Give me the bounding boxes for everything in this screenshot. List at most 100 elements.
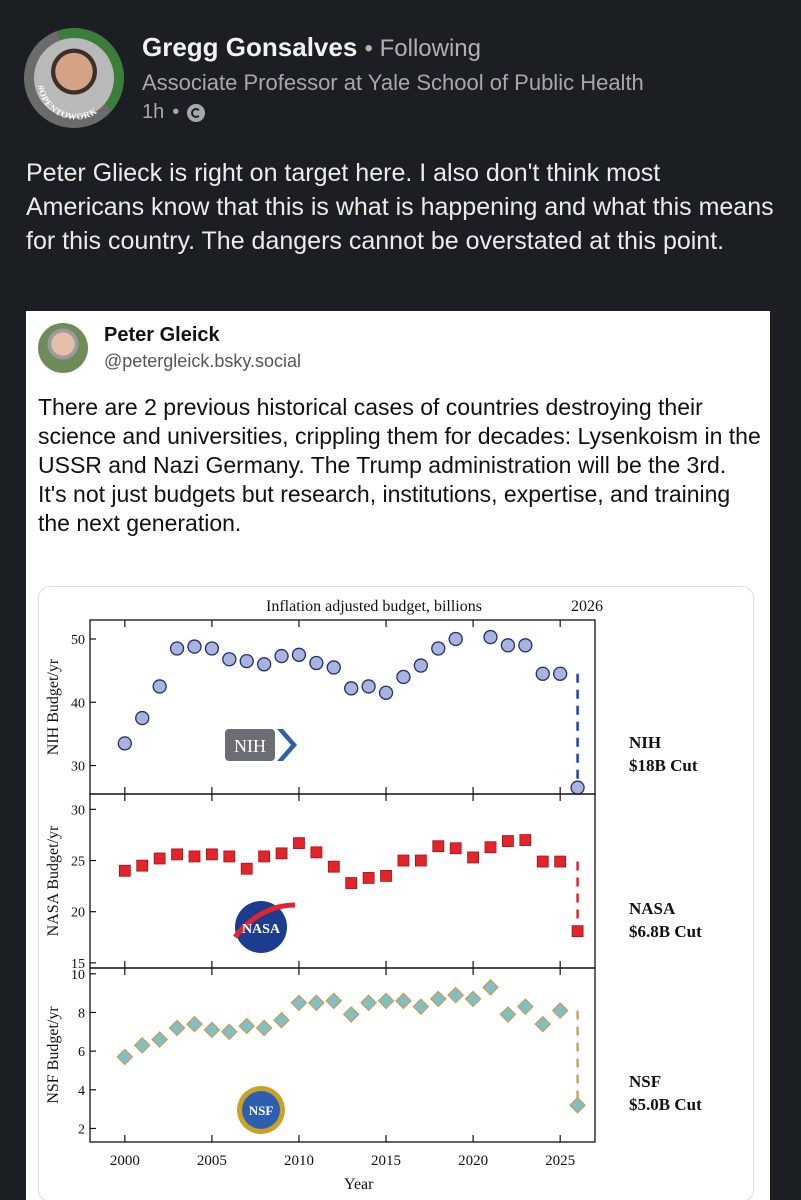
nsf-point — [168, 1019, 186, 1037]
nasa-point — [484, 841, 497, 854]
nsf-ytick-label: 8 — [78, 1006, 85, 1021]
author-name[interactable]: Gregg Gonsalves — [142, 32, 358, 62]
embed-body-paragraph-1: There are 2 previous historical cases of… — [38, 394, 761, 478]
nsf-logo-disc — [242, 1091, 280, 1129]
nih-point — [431, 641, 446, 656]
budget-chart-figure: Inflation adjusted budget, billions 2026… — [38, 586, 754, 1200]
post-meta: 1h • — [142, 101, 206, 124]
nasa-proposed-point — [571, 925, 584, 938]
follow-status[interactable]: Following — [379, 35, 482, 62]
nih-point — [117, 736, 132, 751]
nih-point — [135, 710, 150, 726]
nasa-point — [118, 864, 131, 877]
nih-logo-chevron — [277, 729, 297, 761]
nsf-point — [203, 1021, 221, 1039]
nsf-point — [273, 1011, 290, 1029]
budget-chart: Inflation adjusted budget, billions 2026… — [45, 598, 702, 1193]
nsf-panel: 2 4 6 8 10 NSF Budget/yr NSF $5.0B Cut — [45, 967, 702, 1143]
nsf-point — [516, 998, 534, 1016]
embed-author-avatar — [38, 323, 88, 373]
nih-point — [500, 638, 516, 653]
nsf-point — [551, 1002, 569, 1019]
nasa-ytick-label: 30 — [71, 803, 85, 818]
nih-cut-label-name: NIH — [629, 733, 661, 752]
nasa-point — [310, 846, 323, 859]
svg-text:#OPENTOWORK: #OPENTOWORK — [36, 84, 99, 121]
nih-point — [169, 641, 185, 656]
nih-ytick-label: 30 — [71, 760, 85, 775]
nih-cut-label-amount: $18B Cut — [629, 756, 698, 775]
nasa-ytick-label: 25 — [71, 855, 85, 870]
nasa-point — [293, 837, 305, 850]
nsf-point — [534, 1015, 552, 1033]
nsf-point — [133, 1036, 151, 1054]
chart-year-label: 2026 — [571, 598, 603, 615]
nih-point — [448, 631, 463, 647]
nih-point — [553, 666, 568, 681]
nasa-point — [258, 850, 271, 863]
nsf-point — [342, 1005, 360, 1023]
nasa-point — [467, 851, 480, 864]
author-avatar[interactable] — [24, 28, 124, 128]
nsf-cut-label-amount: $5.0B Cut — [629, 1095, 702, 1114]
nsf-cut-label-name: NSF — [629, 1072, 661, 1091]
nasa-point — [536, 855, 549, 868]
nsf-point — [429, 990, 447, 1008]
nasa-ytick-label: 15 — [71, 957, 85, 972]
nsf-point — [395, 992, 412, 1010]
nsf-point — [220, 1023, 238, 1041]
nasa-point — [380, 869, 392, 882]
nih-point — [187, 639, 202, 654]
nih-point — [344, 681, 359, 696]
nsf-point — [377, 992, 395, 1010]
nsf-point — [290, 994, 308, 1012]
nsf-point — [186, 1015, 203, 1033]
nasa-cut-label-amount: $6.8B Cut — [629, 922, 702, 941]
nsf-point — [482, 978, 499, 996]
nsf-point — [447, 986, 465, 1004]
nasa-logo-disc — [235, 901, 287, 953]
globe-icon — [187, 103, 206, 122]
nih-ylabel: NIH Budget/yr — [45, 658, 62, 755]
post-body: Peter Glieck is right on target here. I … — [26, 159, 774, 255]
avatar-photo — [34, 38, 114, 118]
nih-proposed-point — [570, 780, 585, 795]
nih-ytick-label: 50 — [71, 633, 85, 648]
chart-title: Inflation adjusted budget, billions — [266, 598, 482, 615]
xtick-label: 2025 — [545, 1153, 575, 1169]
nsf-ytick-label: 2 — [78, 1122, 85, 1137]
nsf-point — [151, 1031, 169, 1048]
meta-separator: • — [172, 101, 180, 123]
nasa-logo-swoosh — [233, 902, 296, 939]
open-to-work-badge: #OPENTOWORK — [36, 84, 99, 121]
nsf-proposed-point — [569, 1096, 587, 1114]
nasa-point — [275, 847, 288, 860]
nsf-point — [307, 994, 325, 1012]
xtick-label: 2015 — [371, 1153, 401, 1169]
post-header: #OPENTOWORK Gregg Gonsalves • Following … — [0, 0, 801, 140]
nih-logo-text: NIH — [234, 736, 266, 756]
nasa-point — [519, 834, 532, 846]
nsf-point — [325, 992, 343, 1010]
nsf-ylabel: NSF Budget/yr — [45, 1006, 62, 1104]
nasa-logo: NASA — [233, 901, 296, 953]
author-row: Gregg Gonsalves • Following — [142, 32, 481, 63]
nsf-ytick-label: 10 — [71, 968, 85, 983]
nih-point — [378, 685, 394, 700]
nasa-axes-frame — [89, 793, 596, 969]
nasa-point — [432, 840, 445, 853]
nih-point — [483, 629, 498, 645]
nasa-point — [345, 877, 358, 889]
nasa-point — [397, 854, 410, 867]
nasa-panel: 15 20 25 30 NASA Budget/yr NASA $6.8B Cut — [45, 793, 702, 972]
embed-author-handle: @petergleick.bsky.social — [104, 351, 302, 371]
x-axis-label: Year — [344, 1176, 374, 1193]
nih-logo-box — [225, 729, 275, 761]
nsf-ytick-label: 4 — [78, 1084, 85, 1099]
nih-point — [518, 638, 533, 653]
open-to-work-text: #OPENTOWORK — [36, 84, 98, 121]
nsf-point — [238, 1017, 256, 1035]
embedded-screenshot[interactable]: Peter Gleick @petergleick.bsky.social Th… — [26, 311, 770, 1200]
nsf-logo-text: NSF — [249, 1103, 274, 1118]
nasa-point — [136, 859, 149, 872]
